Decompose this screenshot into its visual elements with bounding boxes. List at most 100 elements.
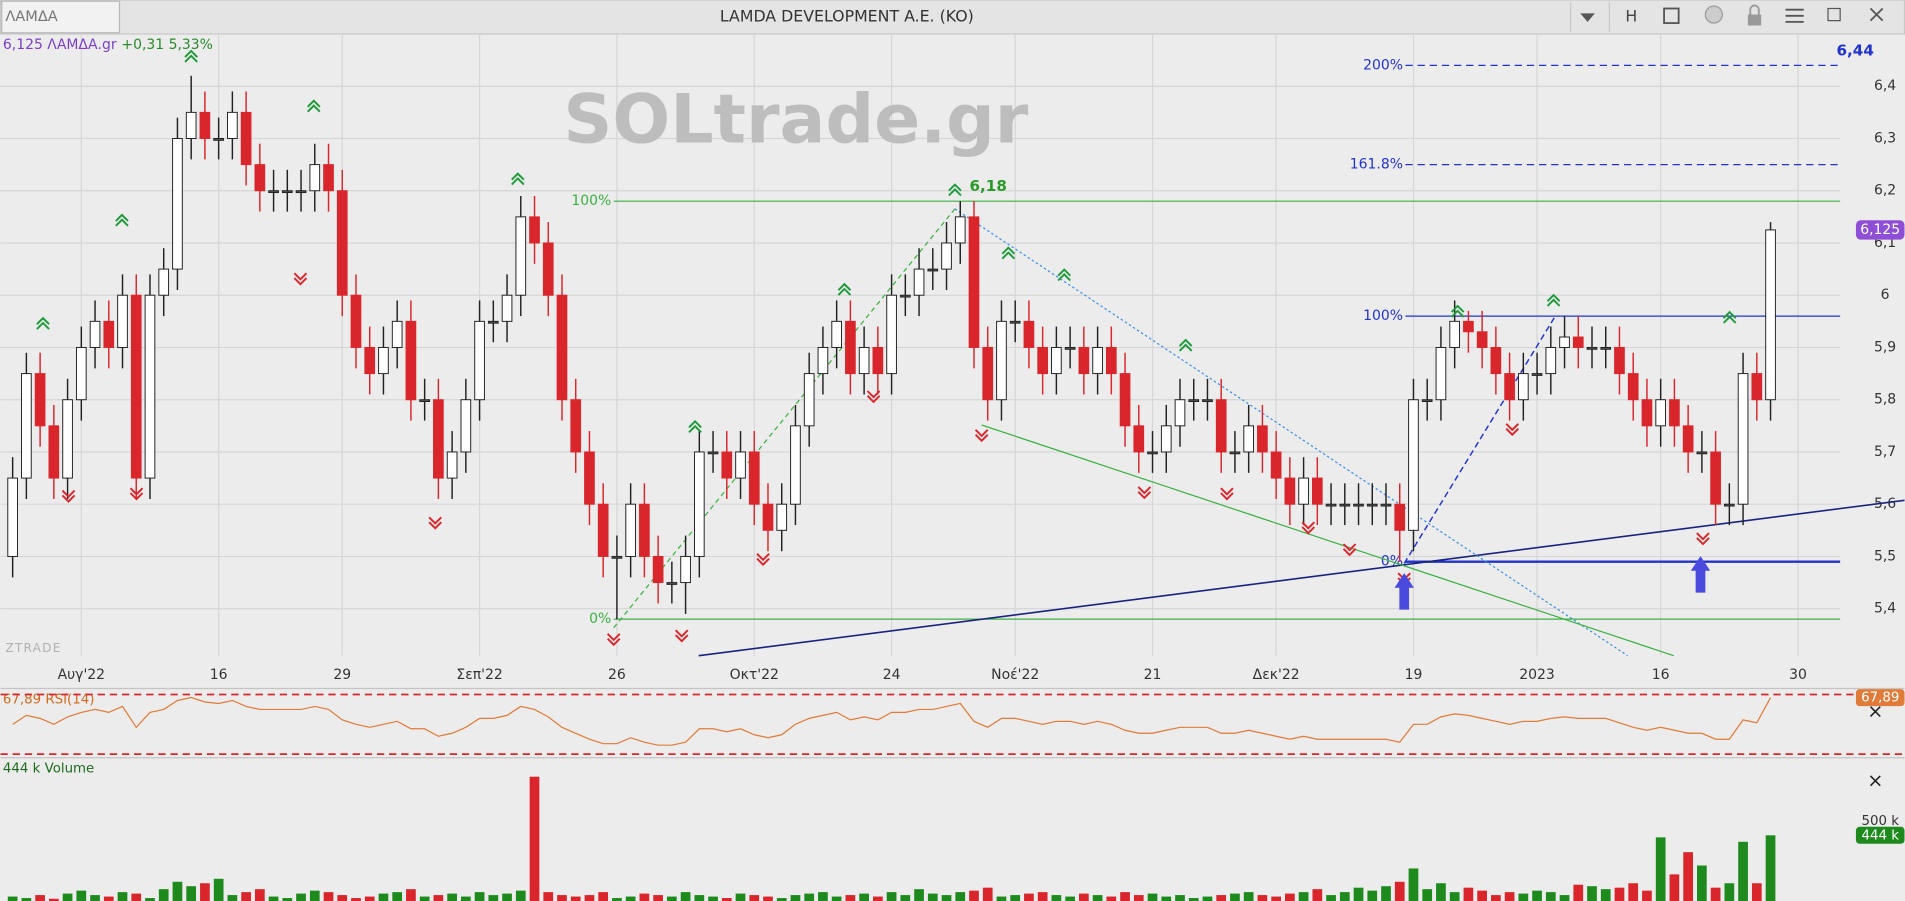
h-button[interactable]: H	[1625, 7, 1637, 26]
y-tick-label: 6	[1881, 287, 1890, 303]
price-tag-text: 6,125	[1860, 222, 1900, 238]
volume-bar	[90, 895, 100, 901]
volume-bar	[1491, 895, 1501, 901]
candle-body	[1641, 399, 1653, 427]
search-box[interactable]	[1, 0, 121, 34]
dropdown-button[interactable]	[1580, 13, 1595, 22]
volume-bar	[1463, 887, 1474, 901]
chat-button[interactable]	[1704, 5, 1723, 24]
signal-down	[1696, 532, 1710, 546]
volume-bar	[776, 898, 787, 901]
candle-body	[831, 320, 842, 348]
close-rsi[interactable]	[1869, 706, 1881, 717]
volume-bar	[818, 892, 828, 901]
signal-down	[674, 629, 689, 643]
annotation: 6,44	[1837, 41, 1874, 59]
candle-body	[117, 294, 128, 348]
volume-bar	[639, 893, 650, 901]
candle-body	[680, 555, 691, 584]
close-button[interactable]	[1869, 7, 1884, 22]
volume-bar	[62, 893, 73, 901]
candle-body	[1435, 346, 1447, 401]
volume-bar	[1106, 896, 1117, 901]
volume-bar	[1545, 892, 1556, 901]
volume-bar	[735, 893, 746, 901]
footer-mark: ZTRADE	[5, 641, 61, 655]
signal-up	[511, 172, 525, 186]
candle-body	[199, 111, 211, 139]
volume-bar	[268, 896, 279, 901]
signal-up	[837, 282, 852, 296]
volume-label: 444 k Volume	[3, 762, 94, 777]
volume-bar	[1202, 896, 1213, 901]
window-button[interactable]	[1663, 7, 1680, 24]
volume-bar	[7, 896, 18, 901]
volume-bar	[625, 896, 636, 901]
candle-body	[611, 555, 623, 559]
volume-bar	[1394, 881, 1405, 901]
volume-bar	[488, 895, 499, 901]
candle-body	[597, 503, 609, 557]
candle-body	[899, 294, 911, 298]
volume-bar	[570, 896, 581, 901]
y-tick-label: 5,9	[1874, 339, 1896, 355]
candle-body	[1723, 503, 1735, 507]
volume-bar	[131, 893, 142, 901]
volume-bar	[1587, 886, 1597, 901]
volume-tag-text: 444 k	[1861, 828, 1899, 843]
volume-bar	[76, 890, 87, 901]
candle-body	[89, 320, 101, 348]
signal-up	[1178, 338, 1193, 352]
candle-body	[1105, 346, 1117, 375]
candle-body	[1243, 425, 1255, 453]
volume-bar	[1037, 892, 1048, 901]
volume-bar	[1422, 889, 1433, 901]
candle-body	[1325, 503, 1337, 507]
volume-bar	[1642, 890, 1652, 901]
restore-button[interactable]	[1827, 7, 1841, 22]
info-change: +0,31 5,33%	[121, 37, 213, 53]
volume-bar	[1216, 895, 1227, 901]
volume-bar	[927, 893, 938, 901]
volume-bar	[1573, 884, 1584, 901]
candle-body	[364, 346, 376, 375]
candle-body	[1682, 425, 1694, 453]
volume-bar	[1147, 893, 1158, 901]
rsi-tag	[1855, 689, 1905, 707]
y-tick-label: 5,7	[1874, 444, 1896, 460]
volume-bar	[873, 896, 883, 901]
volume-bar	[529, 776, 540, 901]
x-tick-label: 2023	[1519, 667, 1555, 683]
volume-bar	[1010, 895, 1021, 901]
candle-body	[872, 346, 884, 375]
candle-body	[281, 190, 293, 194]
volume-bar	[1161, 896, 1172, 901]
trend-line	[954, 208, 1628, 657]
signal-down	[1342, 543, 1357, 557]
watermark: SOLtrade.gr	[563, 80, 1028, 159]
volume-bar	[955, 892, 966, 901]
y-tick-label: 6,4	[1874, 78, 1896, 94]
y-tick-label: 5,6	[1874, 496, 1896, 512]
candle-body	[625, 503, 636, 557]
candle-body	[391, 320, 403, 348]
volume-bar	[598, 892, 609, 901]
signal-up	[948, 183, 962, 197]
volume-bar	[721, 898, 732, 901]
volume-bar	[1655, 837, 1666, 901]
candle-body	[1710, 451, 1721, 505]
x-tick-label: Νοέ'22	[991, 667, 1039, 683]
candle-body	[446, 451, 458, 479]
signal-down	[974, 429, 989, 443]
candle-body	[1147, 451, 1158, 455]
x-tick-label: 30	[1789, 667, 1807, 683]
volume-bar	[1175, 895, 1185, 901]
close-volume[interactable]	[1869, 775, 1881, 787]
lock-button[interactable]	[1747, 14, 1762, 26]
candle-body	[1284, 477, 1296, 505]
candle-body	[433, 399, 444, 479]
candle-body	[350, 294, 362, 348]
candle-body	[1298, 477, 1309, 505]
menu-button[interactable]	[1785, 8, 1804, 23]
volume-bar	[460, 896, 471, 901]
